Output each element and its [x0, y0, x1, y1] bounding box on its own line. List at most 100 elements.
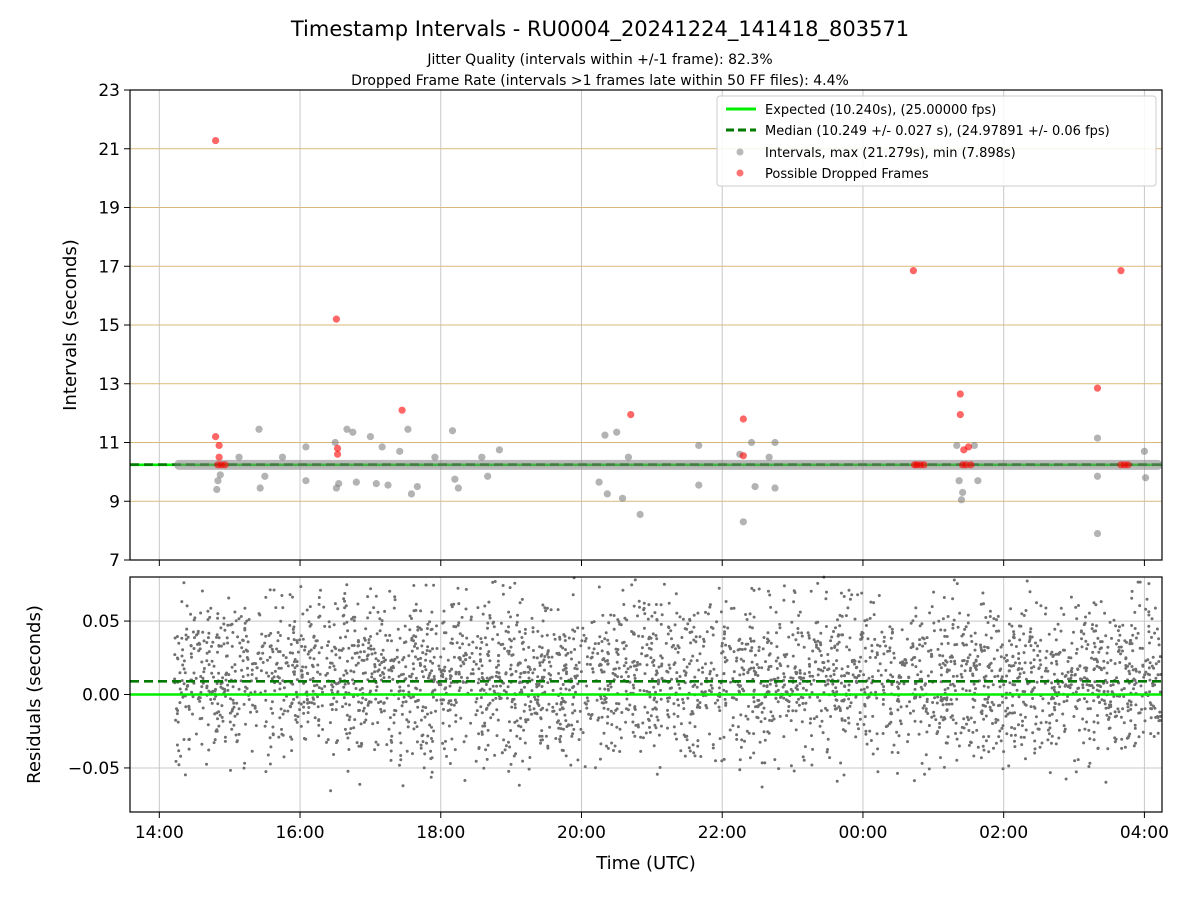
- residual-point: [872, 601, 876, 605]
- residual-point: [722, 625, 726, 629]
- residual-point: [378, 629, 382, 633]
- residual-point: [642, 626, 646, 630]
- residual-point: [890, 627, 894, 631]
- residual-point: [585, 706, 589, 710]
- residual-point: [1115, 642, 1118, 646]
- residual-point: [1010, 726, 1014, 729]
- residual-point: [264, 770, 268, 774]
- residual-point: [589, 717, 593, 720]
- residual-point: [743, 739, 746, 743]
- interval-point: [302, 477, 310, 485]
- residual-point: [366, 703, 370, 707]
- residual-point: [205, 762, 208, 766]
- residual-point: [1048, 721, 1052, 725]
- residual-point: [592, 620, 596, 624]
- residual-point: [652, 744, 656, 748]
- residual-point: [930, 652, 933, 656]
- residual-point: [1147, 666, 1151, 670]
- residual-point: [454, 713, 458, 717]
- residual-point: [463, 779, 467, 782]
- residual-point: [541, 619, 545, 623]
- residual-point: [1018, 638, 1022, 642]
- residual-point: [892, 656, 896, 660]
- residual-point: [939, 680, 943, 684]
- residual-point: [559, 700, 563, 704]
- residual-point: [972, 661, 976, 665]
- residual-point: [664, 641, 668, 645]
- residual-point: [781, 685, 785, 689]
- residual-point: [250, 673, 254, 676]
- residual-point: [576, 758, 580, 762]
- residual-point: [347, 718, 351, 722]
- residual-point: [382, 672, 386, 676]
- residual-point: [766, 589, 770, 593]
- residual-point: [412, 727, 416, 731]
- residual-point: [458, 632, 462, 636]
- residual-point: [1033, 739, 1037, 743]
- residual-point: [960, 675, 964, 679]
- residual-point: [752, 588, 756, 592]
- residual-point: [545, 633, 549, 637]
- residual-point: [485, 676, 489, 680]
- residual-point: [189, 644, 193, 647]
- residual-point: [334, 708, 338, 712]
- residual-point: [581, 731, 585, 735]
- residual-point: [782, 672, 786, 676]
- residual-point: [437, 683, 441, 687]
- residual-point: [268, 736, 272, 740]
- residual-point: [536, 698, 540, 702]
- residual-point: [1119, 652, 1123, 656]
- residual-point: [176, 709, 180, 712]
- residual-point: [427, 674, 431, 677]
- residual-point: [761, 647, 765, 651]
- residual-point: [724, 643, 728, 647]
- residual-point: [774, 659, 778, 663]
- residual-point: [1063, 730, 1067, 733]
- residual-point: [558, 737, 562, 741]
- residual-point: [637, 599, 641, 603]
- residual-point: [1093, 645, 1097, 649]
- residual-point: [389, 749, 393, 753]
- residual-point: [258, 657, 262, 661]
- residual-point: [980, 649, 984, 653]
- residual-point: [1128, 672, 1132, 676]
- residual-point: [846, 606, 850, 610]
- residual-point: [565, 672, 568, 676]
- residual-point: [254, 677, 258, 680]
- residual-point: [913, 687, 917, 691]
- residual-point: [647, 646, 651, 650]
- residual-point: [573, 709, 577, 713]
- residual-point: [675, 671, 679, 675]
- residual-point: [271, 732, 275, 736]
- residual-point: [659, 688, 662, 692]
- residual-point: [792, 589, 796, 593]
- residual-point: [448, 684, 452, 688]
- residual-point: [185, 604, 189, 608]
- residual-point: [520, 690, 524, 694]
- residual-point: [543, 668, 546, 672]
- residual-point: [1013, 745, 1017, 749]
- residual-point: [547, 702, 551, 706]
- residual-point: [922, 704, 926, 708]
- residual-point: [408, 628, 412, 632]
- residual-point: [1158, 690, 1162, 694]
- residual-point: [358, 688, 362, 692]
- residual-point: [655, 637, 659, 641]
- residual-point: [402, 695, 406, 699]
- residual-point: [668, 666, 672, 670]
- residual-point: [369, 689, 372, 693]
- residual-point: [539, 717, 543, 721]
- residual-point: [1098, 701, 1101, 704]
- residual-point: [1044, 720, 1048, 724]
- residual-point: [532, 707, 536, 711]
- residual-point: [421, 705, 425, 709]
- residuals-y-ticks: −0.050.000.05: [68, 612, 130, 779]
- residual-point: [261, 644, 265, 648]
- residual-point: [244, 722, 247, 726]
- residual-point: [676, 644, 680, 648]
- residual-point: [583, 765, 587, 769]
- residual-point: [1043, 681, 1047, 685]
- residual-point: [545, 652, 549, 656]
- residual-point: [794, 672, 798, 676]
- residual-point: [674, 592, 678, 596]
